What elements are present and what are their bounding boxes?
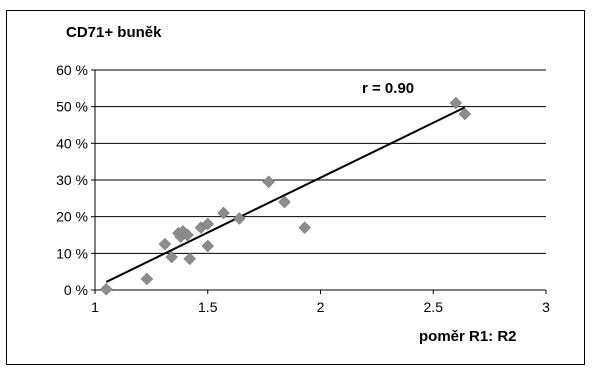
- y-tick-label-2: 20 %: [56, 209, 88, 225]
- x-tick-label-1: 1.5: [198, 299, 218, 315]
- data-point-18: [458, 107, 472, 121]
- y-tick-label-3: 30 %: [56, 172, 88, 188]
- y-tick-label-1: 10 %: [56, 245, 88, 261]
- trend-line: [105, 106, 466, 283]
- y-tick-label-4: 40 %: [56, 135, 88, 151]
- y-tick-label-6: 60 %: [56, 62, 88, 78]
- data-point-1: [140, 272, 154, 286]
- x-tick-label-3: 2.5: [424, 299, 444, 315]
- chart-frame: [6, 10, 585, 365]
- correlation-annotation: r = 0.90: [362, 80, 414, 97]
- y-tick-label-0: 0 %: [64, 282, 88, 298]
- x-axis-label: poměr R1: R2: [419, 328, 517, 345]
- data-point-13: [232, 212, 246, 225]
- data-point-0: [99, 282, 113, 296]
- data-point-16: [298, 221, 312, 235]
- data-point-14: [262, 175, 275, 189]
- data-point-7: [181, 228, 194, 242]
- y-tick-label-5: 50 %: [56, 99, 88, 115]
- data-point-17: [449, 96, 463, 110]
- data-point-10: [201, 217, 215, 231]
- x-tick-label-2: 2: [317, 299, 325, 315]
- data-point-2: [158, 237, 172, 251]
- data-point-12: [217, 206, 230, 220]
- x-tick-label-4: 3: [542, 299, 550, 315]
- chart-title: CD71+ buněk: [66, 24, 162, 41]
- data-point-3: [165, 250, 179, 264]
- data-point-8: [183, 252, 197, 266]
- x-tick-label-0: 1: [91, 299, 99, 315]
- data-point-15: [278, 195, 291, 209]
- data-point-11: [201, 239, 215, 253]
